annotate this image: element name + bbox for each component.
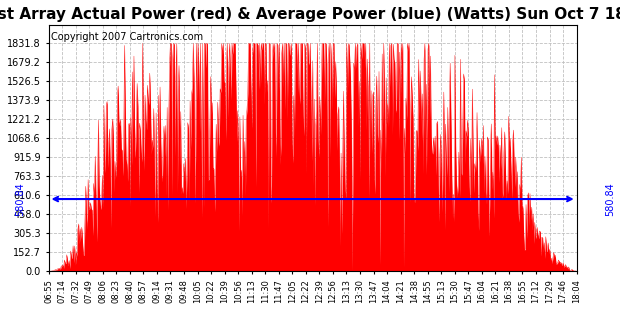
Text: Copyright 2007 Cartronics.com: Copyright 2007 Cartronics.com (51, 32, 203, 42)
Text: 580.84: 580.84 (606, 182, 616, 216)
Title: West Array Actual Power (red) & Average Power (blue) (Watts) Sun Oct 7 18:14: West Array Actual Power (red) & Average … (0, 7, 620, 22)
Text: 580.84: 580.84 (15, 182, 25, 216)
